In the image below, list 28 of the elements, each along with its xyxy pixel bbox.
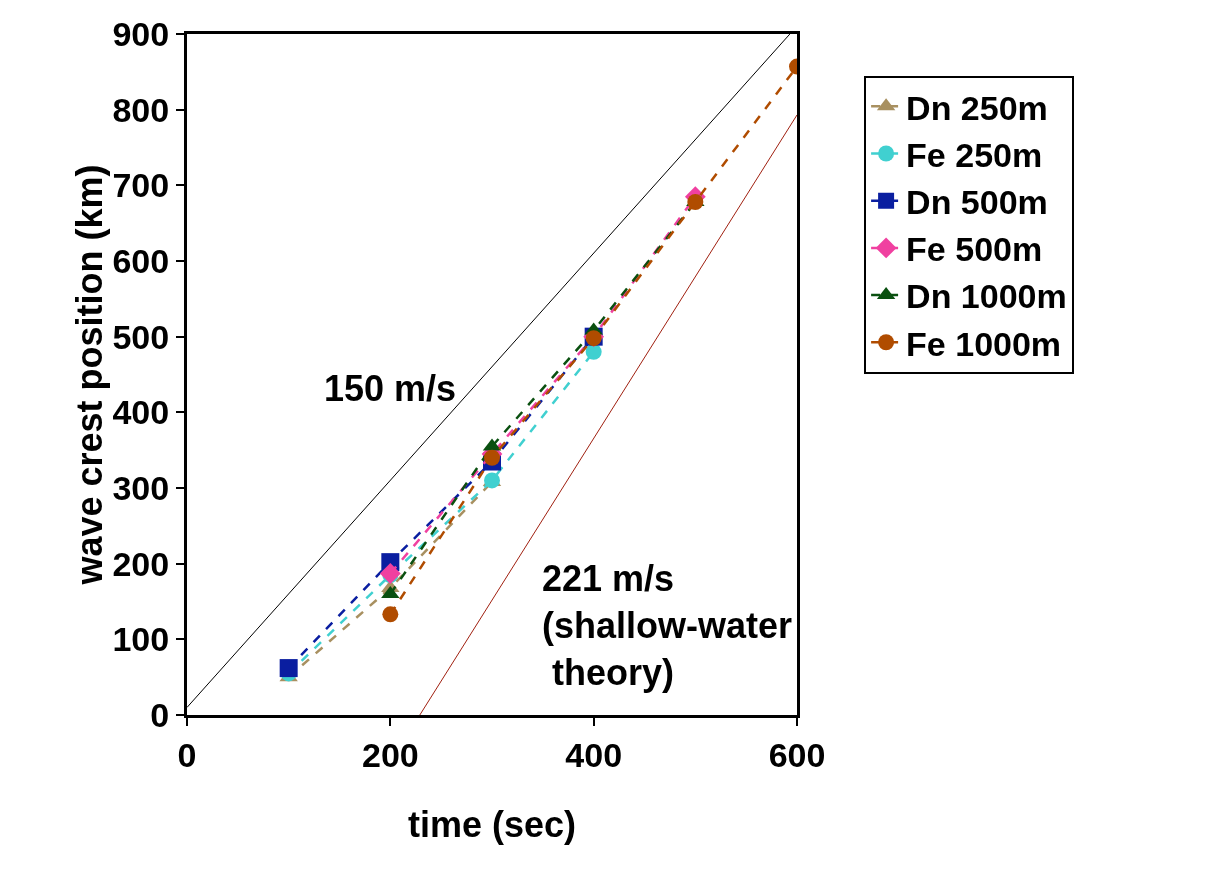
x-tick-label: 600 [768,735,826,774]
legend-label: Dn 250m [906,88,1048,127]
y-tick-label: 400 [112,393,170,432]
y-tick-label: 900 [112,14,170,53]
legend-label: Fe 250m [906,135,1043,174]
point [687,193,704,210]
x-tick-label: 400 [565,735,623,774]
y-axis-title: wave crest position (km) [69,164,111,586]
y-tick-label: 500 [112,317,170,356]
legend-label: Dn 1000m [906,277,1067,316]
y-tick-label: 0 [150,695,170,734]
legend-label: Fe 500m [906,230,1043,269]
point [279,659,298,678]
legend-label: Fe 1000m [906,324,1062,363]
x-tick-label: 0 [177,735,197,774]
y-tick-label: 200 [112,544,170,583]
y-tick-label: 600 [112,241,170,280]
point [484,449,500,466]
point [382,606,399,623]
y-tick-label: 700 [112,166,170,205]
annotation: 221 m/s (shallow-water theory) [542,558,793,693]
x-tick-label: 200 [361,735,419,774]
y-tick-label: 300 [112,468,170,507]
y-tick-label: 800 [112,90,170,129]
annotation: 150 m/s [324,368,457,409]
y-tick-label: 100 [112,620,170,659]
legend-label: Dn 500m [906,182,1048,221]
x-axis-title: time (sec) [407,804,577,846]
